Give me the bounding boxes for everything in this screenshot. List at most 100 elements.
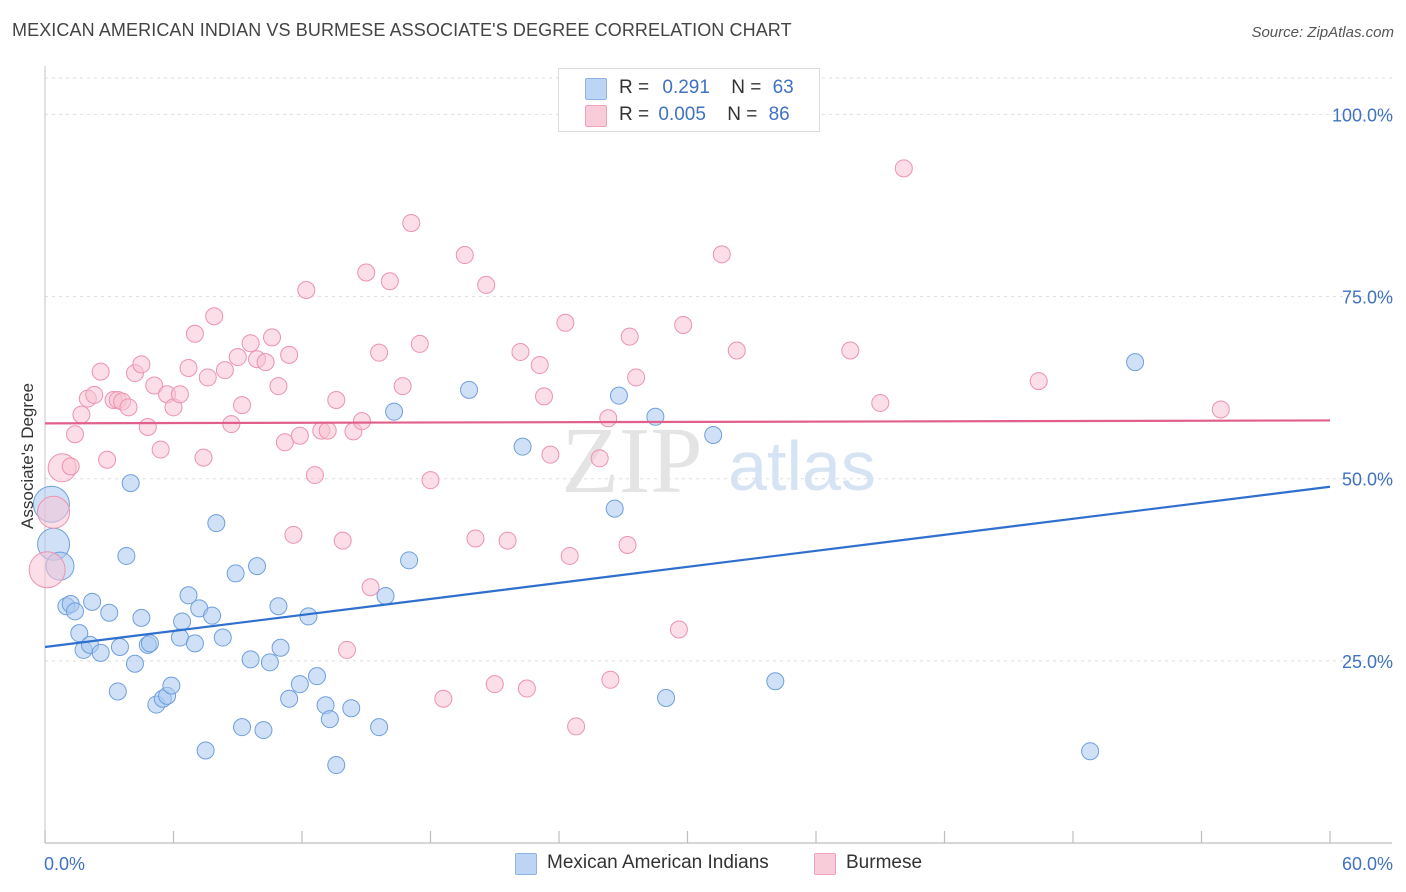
point-mexican <box>254 721 273 740</box>
point-mexican <box>605 499 624 518</box>
point-mexican <box>513 437 532 456</box>
point-burmese <box>170 385 189 404</box>
point-mexican <box>1126 353 1145 372</box>
point-burmese <box>297 281 316 300</box>
point-burmese <box>119 398 138 417</box>
point-burmese <box>455 246 474 265</box>
point-burmese <box>627 368 646 387</box>
n-label: N = <box>727 104 758 125</box>
point-burmese <box>599 409 618 428</box>
point-burmese <box>72 405 91 424</box>
legend-swatch-mexican <box>585 78 607 100</box>
point-burmese <box>530 356 549 375</box>
point-mexican <box>290 675 309 694</box>
n-label: N = <box>731 77 762 98</box>
point-burmese <box>269 377 288 396</box>
chart-title: MEXICAN AMERICAN INDIAN VS BURMESE ASSOC… <box>12 20 792 40</box>
point-burmese <box>205 307 224 326</box>
point-burmese <box>393 377 412 396</box>
watermark-zip: ZIP <box>562 409 703 513</box>
point-burmese <box>601 670 620 689</box>
point-burmese <box>1211 400 1230 419</box>
point-mexican <box>320 710 339 729</box>
legend-swatch-mexican <box>515 853 537 875</box>
point-mexican <box>342 699 361 718</box>
point-burmese <box>590 449 609 468</box>
point-mexican <box>766 672 785 691</box>
point-burmese <box>421 471 440 490</box>
n-value: 86 <box>768 104 790 125</box>
point-burmese <box>138 417 157 436</box>
point-burmese <box>727 341 746 360</box>
point-mexican <box>299 607 318 626</box>
point-burmese <box>712 245 731 264</box>
point-mexican <box>213 628 232 647</box>
point-mexican <box>207 514 226 533</box>
point-burmese <box>98 450 117 469</box>
point-burmese <box>380 272 399 291</box>
point-burmese <box>485 675 504 694</box>
point-burmese <box>284 525 303 544</box>
point-burmese <box>198 368 217 387</box>
point-burmese <box>361 578 380 597</box>
point-burmese <box>477 275 496 294</box>
point-burmese <box>567 717 586 736</box>
point-burmese <box>305 466 324 485</box>
point-burmese <box>556 313 575 332</box>
point-mexican <box>203 606 222 625</box>
point-burmese <box>517 679 536 698</box>
point-burmese <box>263 328 282 347</box>
n-value: 63 <box>772 77 794 98</box>
point-mexican <box>269 597 288 616</box>
point-burmese <box>434 689 453 708</box>
point-mexican <box>179 586 198 605</box>
point-mexican <box>162 676 181 695</box>
point-burmese <box>256 353 275 372</box>
point-mexican <box>196 741 215 760</box>
point-mexican <box>121 474 140 493</box>
x-tick-label: 0.0% <box>44 854 85 874</box>
point-mexican <box>117 546 136 565</box>
point-mexican <box>226 564 245 583</box>
point-burmese <box>241 334 260 353</box>
r-label: R = <box>619 104 650 125</box>
point-burmese <box>352 412 371 431</box>
point-burmese <box>222 415 241 434</box>
point-burmese <box>410 334 429 353</box>
point-mexican <box>1081 742 1100 761</box>
point-burmese <box>185 324 204 343</box>
trend-line-mexican <box>44 485 1331 649</box>
point-burmese <box>215 361 234 380</box>
point-burmese <box>228 348 247 367</box>
point-mexican <box>271 638 290 657</box>
point-burmese <box>620 327 639 346</box>
point-burmese <box>61 457 80 476</box>
point-mexican <box>241 650 260 669</box>
legend-label-burmese: Burmese <box>846 852 923 873</box>
point-burmese <box>290 426 309 445</box>
point-burmese <box>674 315 693 334</box>
point-mexican <box>609 386 628 405</box>
point-mexican <box>248 557 267 576</box>
point-burmese <box>318 421 337 440</box>
point-burmese <box>151 440 170 459</box>
legend-swatch-burmese <box>585 105 607 127</box>
point-burmese <box>498 531 517 550</box>
x-tick-label: 60.0% <box>1342 854 1393 874</box>
y-axis-label: Associate's Degree <box>18 383 37 529</box>
legend-label-mexican: Mexican American Indians <box>547 852 769 873</box>
r-value: 0.291 <box>662 77 710 98</box>
point-burmese <box>1029 372 1048 391</box>
point-mexican <box>83 592 102 611</box>
point-burmese <box>233 396 252 415</box>
point-mexican <box>65 602 84 621</box>
trend-line-burmese <box>44 419 1331 425</box>
point-mexican <box>125 654 144 673</box>
point-burmese <box>280 345 299 364</box>
point-mexican <box>260 653 279 672</box>
point-mexican <box>110 638 129 657</box>
tick-labels: 25.0% 50.0% 75.0% 100.0% 0.0% 60.0% <box>44 105 1393 874</box>
point-mexican <box>173 612 192 631</box>
point-burmese <box>333 531 352 550</box>
